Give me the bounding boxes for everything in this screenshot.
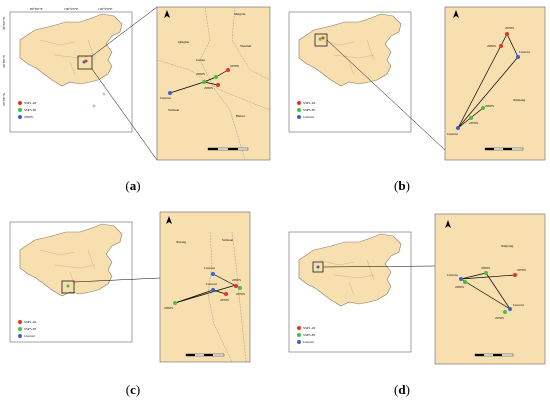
point-label: Current — [447, 273, 458, 277]
point-label: 2050S — [485, 104, 494, 108]
legend-label: SSP1-26 — [24, 101, 37, 105]
legend-label: 2050S — [24, 115, 33, 119]
legend-label: SSP1-26 — [303, 101, 316, 105]
region-label: Xinjiang — [513, 98, 526, 102]
legend-label: SSP5-85 — [24, 327, 37, 331]
legend-label: SSP5-85 — [24, 108, 37, 112]
point-label: 2050S — [455, 285, 464, 289]
point-label: Current — [204, 266, 215, 270]
legend-label: SSP1-26 — [24, 320, 37, 324]
point-label: 2070S — [505, 26, 514, 30]
panel-d-caption: (d) — [394, 382, 410, 397]
legend-label: SSP5-85 — [303, 333, 316, 337]
point-label: 2050S — [204, 86, 213, 90]
region-label: Hubei — [236, 114, 245, 118]
panel-d: SSP1-26 SSP5-85 Current Xinjiang Current… — [275, 204, 550, 408]
point-label: Current — [447, 132, 458, 136]
panel-c: SSP1-26 SSP5-85 Current Xizang Sichuan C… — [0, 204, 275, 408]
point-label: 2050S — [164, 306, 173, 310]
panel-d-figure — [288, 213, 546, 365]
panel-b-figure — [288, 6, 546, 161]
panel-a-lon-label-3: 120°0'0"E — [98, 7, 113, 11]
china-map — [19, 13, 123, 87]
panel-c-figure — [9, 211, 251, 363]
panel-a-lon-label-2: 100°0'0"E — [64, 7, 79, 11]
point-label: 2050S — [487, 44, 496, 48]
panel-a-lon-label-1: 80°0'0"E — [30, 7, 43, 11]
panel-a: 80°0'0"E 100°0'0"E 120°0'0"E 40°0'0"N 30… — [0, 0, 275, 200]
region-label: Gansu — [196, 58, 205, 62]
region-label: Shaanxi — [240, 44, 252, 48]
china-map — [19, 223, 123, 297]
point-label: 2070S — [230, 64, 239, 68]
legend-label: Current — [303, 340, 314, 344]
point-label: 2070S — [469, 121, 478, 125]
point-label: Current — [513, 303, 524, 307]
legend-label: SSP5-85 — [303, 108, 316, 112]
legend-label: Current — [303, 115, 314, 119]
panel-a-lat-label-3: 20°0'0"N — [2, 93, 6, 106]
point-label: Current — [206, 282, 217, 286]
point-label: Current — [519, 50, 530, 54]
point-label: 2070S — [517, 268, 526, 272]
panel-b: SSP1-26 SSP5-85 Current Xinjiang 2070S 2… — [275, 0, 550, 200]
point-label: 2050S — [232, 278, 241, 282]
panel-a-caption: (a) — [125, 178, 141, 193]
china-map — [298, 233, 402, 307]
region-label: Qinghai — [178, 40, 190, 44]
china-map — [298, 13, 402, 87]
legend-label: SSP1-26 — [303, 326, 316, 330]
point-label: 2050S — [196, 72, 205, 76]
legend-label: Current — [24, 334, 35, 338]
panel-c-caption: (c) — [125, 382, 141, 397]
point-label: 2070S — [495, 316, 504, 320]
region-label: Sichuan — [222, 238, 234, 242]
panel-b-caption: (b) — [394, 178, 410, 193]
point-label: 2070S — [236, 292, 245, 296]
region-label: Xinjiang — [501, 244, 514, 248]
point-label: 2050S — [481, 266, 490, 270]
panel-a-figure — [9, 6, 271, 161]
region-label: Ningxia — [234, 12, 246, 16]
point-label: 2070S — [220, 298, 229, 302]
panel-a-lat-label-1: 40°0'0"N — [2, 17, 6, 30]
region-label: Sichuan — [168, 108, 180, 112]
panel-a-lat-label-2: 30°0'0"N — [2, 55, 6, 68]
region-label: Xizang — [176, 240, 187, 244]
point-label: Current — [160, 96, 171, 100]
